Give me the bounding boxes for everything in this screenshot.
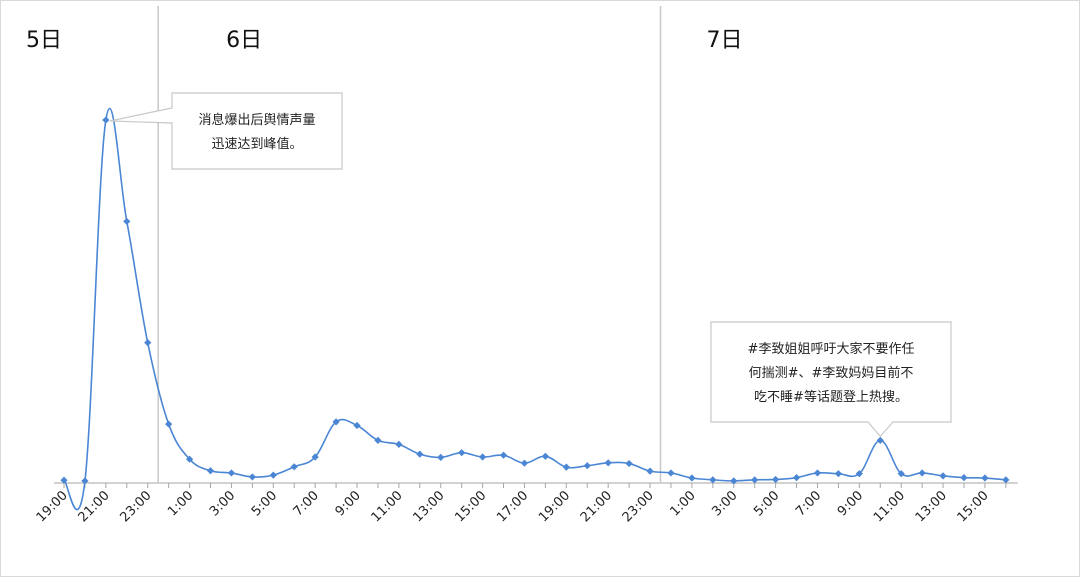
data-point	[1002, 476, 1010, 484]
data-point	[667, 469, 675, 477]
data-point	[395, 440, 403, 448]
data-point	[102, 116, 110, 124]
data-point	[499, 451, 508, 459]
data-point	[165, 420, 173, 428]
data-point	[60, 476, 68, 484]
data-point	[311, 453, 319, 461]
callout-text-line: 何揣测#、#李致妈妈目前不	[749, 365, 914, 381]
data-point	[374, 436, 382, 444]
data-point	[123, 217, 131, 225]
data-point	[625, 459, 633, 468]
callout-text-line: 吃不睡#等话题登上热搜。	[754, 389, 908, 405]
day-label: 5日	[26, 28, 62, 53]
day-labels: 5日 6日 7日	[26, 28, 743, 53]
data-point	[269, 471, 277, 479]
data-point	[458, 449, 466, 457]
data-point	[248, 473, 256, 481]
data-point	[144, 339, 152, 347]
data-point	[897, 470, 905, 478]
day-label: 7日	[707, 28, 743, 53]
day-dividers	[157, 6, 662, 482]
data-point	[646, 467, 654, 475]
data-point	[834, 470, 843, 478]
data-point	[332, 418, 340, 426]
data-point	[185, 455, 194, 463]
data-point	[855, 470, 863, 478]
data-point	[751, 476, 759, 484]
day-label: 6日	[226, 28, 262, 53]
data-point	[604, 459, 612, 467]
data-point	[437, 453, 445, 461]
data-point	[792, 474, 801, 482]
data-point	[939, 472, 947, 480]
data-point	[520, 459, 529, 467]
data-point	[688, 474, 696, 482]
data-point	[960, 474, 968, 482]
data-point	[227, 469, 236, 477]
data-point	[290, 463, 298, 471]
data-point	[709, 476, 717, 484]
callout-text-line: #李致姐姐呼吁大家不要作任	[748, 341, 915, 357]
data-point	[81, 477, 89, 485]
data-point	[918, 469, 926, 477]
data-point	[876, 436, 884, 444]
callout-box	[109, 92, 343, 170]
data-point	[479, 453, 487, 461]
data-point	[541, 452, 549, 460]
callout-text-line: 消息爆出后舆情声量	[198, 112, 315, 128]
data-point	[772, 475, 780, 484]
data-point	[206, 467, 215, 475]
data-point	[353, 421, 361, 430]
callout-box	[710, 321, 952, 438]
data-point	[813, 469, 822, 477]
data-point	[981, 474, 989, 482]
callout-text-line: 迅速达到峰值。	[211, 136, 302, 152]
data-point	[583, 462, 591, 470]
data-point	[416, 450, 424, 458]
series-layer	[60, 107, 1010, 511]
data-point	[562, 463, 570, 471]
data-point	[730, 477, 738, 485]
